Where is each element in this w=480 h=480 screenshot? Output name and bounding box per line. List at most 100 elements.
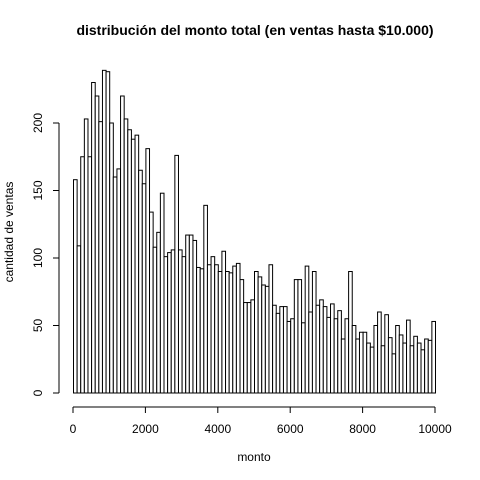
y-tick-label: 0 xyxy=(31,389,45,396)
histogram-bar xyxy=(311,271,317,394)
histogram-bar xyxy=(80,156,85,394)
histogram-bar xyxy=(116,168,122,394)
x-tick-label: 10000 xyxy=(418,422,452,436)
x-tick-label: 2000 xyxy=(132,422,159,436)
histogram-bar xyxy=(225,271,230,394)
histogram-bar xyxy=(163,256,169,394)
histogram-bar xyxy=(366,342,371,394)
histogram-bar xyxy=(402,342,408,394)
histogram-bar xyxy=(275,312,281,394)
histogram-bar xyxy=(134,134,140,394)
y-axis-label: cantidad de ventas xyxy=(2,182,16,283)
histogram-bar xyxy=(76,245,82,394)
histogram-bar xyxy=(409,345,415,394)
histogram-bar xyxy=(322,306,328,394)
histogram-bar xyxy=(149,211,154,394)
histogram-bar xyxy=(181,256,187,394)
histogram-bar xyxy=(301,322,306,394)
histogram-bar xyxy=(145,148,151,394)
histogram-bar xyxy=(83,118,89,394)
histogram-bar xyxy=(199,268,205,394)
histogram-bar xyxy=(297,279,303,394)
histogram-bar xyxy=(344,318,350,394)
histogram-bar xyxy=(427,339,433,394)
histogram-bar xyxy=(395,325,400,394)
histogram-bar xyxy=(177,249,183,394)
histogram-bar xyxy=(351,325,357,394)
histogram-bar xyxy=(73,179,78,394)
histogram-bar xyxy=(206,264,212,394)
histogram-bar xyxy=(130,138,136,394)
histogram-bar xyxy=(413,335,418,394)
x-tick-label: 8000 xyxy=(349,422,376,436)
histogram-bar xyxy=(170,249,176,394)
histogram-bar xyxy=(192,239,198,394)
histogram-bar xyxy=(152,246,158,394)
histogram-bar xyxy=(127,129,132,394)
histogram-bar xyxy=(330,303,335,394)
histogram-bar xyxy=(235,262,241,394)
histogram-bar xyxy=(112,176,118,394)
bars-group xyxy=(73,69,437,394)
histogram-bar xyxy=(304,265,310,394)
histogram-bar xyxy=(272,304,277,394)
histogram-bar xyxy=(232,265,237,394)
histogram-bar xyxy=(290,318,295,394)
histogram-bar xyxy=(196,266,201,394)
histogram-bar xyxy=(406,319,411,394)
histogram-bar xyxy=(221,250,227,394)
histogram-bar xyxy=(268,264,274,394)
histogram-bar xyxy=(239,279,245,394)
histogram-bar xyxy=(167,252,172,394)
y-tick-label: 50 xyxy=(31,319,45,333)
histogram-bar xyxy=(282,306,288,394)
histogram-bar xyxy=(420,349,426,394)
histogram-bar xyxy=(362,331,368,394)
histogram-bar xyxy=(246,302,252,394)
histogram-bar xyxy=(279,306,284,394)
histogram-bar xyxy=(315,304,321,394)
histogram-bar xyxy=(358,331,364,394)
histogram-bar xyxy=(243,302,248,394)
histogram-bar xyxy=(326,316,332,394)
histogram-bar xyxy=(431,320,437,394)
histogram-bar xyxy=(264,285,270,394)
histogram-bar xyxy=(98,121,103,394)
histogram-bar xyxy=(105,71,111,394)
histogram-bar xyxy=(94,95,100,394)
x-axis-label: monto xyxy=(237,450,271,464)
histogram-bar xyxy=(398,334,404,394)
histogram-bar xyxy=(380,345,386,394)
histogram-bar xyxy=(337,310,342,394)
y-tick-label: 100 xyxy=(31,248,45,268)
histogram-bar xyxy=(87,156,93,394)
histogram-bar xyxy=(123,118,129,394)
histogram-bar xyxy=(101,69,107,394)
histogram-bar xyxy=(174,154,179,394)
histogram-bar xyxy=(203,204,208,394)
histogram-bar xyxy=(91,82,96,394)
histogram-bar xyxy=(391,353,397,394)
histogram-bar xyxy=(210,256,216,394)
histogram-bar xyxy=(340,338,346,394)
y-tick-label: 150 xyxy=(31,180,45,200)
histogram-bar xyxy=(159,192,165,394)
x-tick-label: 4000 xyxy=(204,422,231,436)
histogram-bar xyxy=(257,276,263,394)
histogram-bar xyxy=(185,234,190,394)
histogram-bar xyxy=(261,284,266,394)
histogram-bar xyxy=(333,318,339,394)
chart-title: distribución del monto total (en ventas … xyxy=(76,22,433,38)
y-axis: 0 50 100 150 200 xyxy=(31,113,60,396)
histogram-bar xyxy=(254,271,259,394)
histogram-bar xyxy=(373,325,379,394)
x-tick-label: 0 xyxy=(70,422,77,436)
histogram-bar xyxy=(369,346,375,394)
histogram-bar xyxy=(228,272,234,394)
histogram-bar xyxy=(141,183,147,394)
histogram-bar xyxy=(286,320,292,394)
histogram-bar xyxy=(319,299,324,394)
histogram-bar xyxy=(156,231,161,394)
histogram-bar xyxy=(348,271,353,394)
